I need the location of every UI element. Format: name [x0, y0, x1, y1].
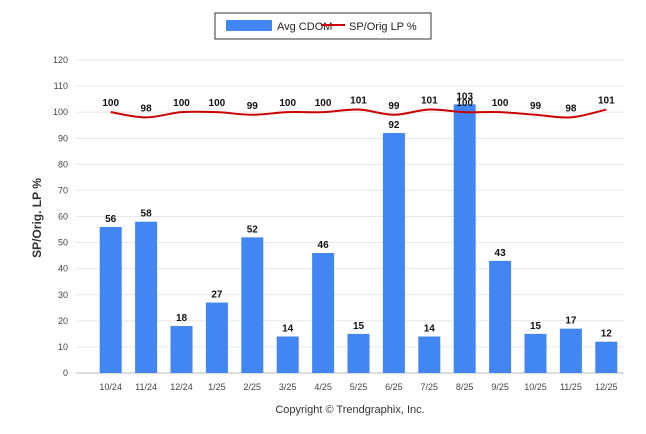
y-tick-label: 80: [58, 159, 68, 169]
bar: [241, 237, 264, 373]
x-tick-label: 12/25: [595, 382, 618, 392]
bar-data-label: 17: [565, 316, 577, 327]
line-data-label: 98: [565, 103, 577, 114]
bar: [382, 133, 405, 373]
bar-series: [99, 104, 618, 373]
line-data-label: 99: [388, 101, 400, 112]
y-tick-label: 20: [58, 316, 68, 326]
bar: [276, 336, 299, 373]
y-tick-label: 0: [63, 368, 68, 378]
bar-data-label: 15: [353, 321, 365, 332]
line-data-label: 98: [141, 103, 153, 114]
bar-data-label: 14: [282, 323, 294, 334]
line-data-label: 101: [598, 96, 615, 107]
y-tick-label: 110: [54, 81, 68, 91]
line-data-label: 100: [456, 98, 473, 109]
bar-data-label: 14: [424, 323, 436, 334]
x-axis-ticks: 10/24 11/24 12/24 1/25 2/25 3/25 4/25 5/25 6/25 7…: [99, 382, 617, 392]
y-tick-label: 50: [58, 238, 68, 248]
bar: [135, 221, 158, 373]
legend-bar-swatch: [226, 20, 272, 31]
line-data-label: 100: [315, 98, 332, 109]
line-data-label: 101: [350, 96, 367, 107]
x-tick-label: 9/25: [491, 382, 509, 392]
line-data-label: 100: [279, 98, 296, 109]
x-tick-label: 6/25: [385, 382, 403, 392]
bar-data-label: 12: [601, 329, 613, 340]
legend[interactable]: Avg CDOM SP/Orig LP %: [214, 12, 432, 40]
y-tick-label: 90: [58, 133, 68, 143]
bar: [99, 226, 122, 373]
x-tick-label: 3/25: [279, 382, 297, 392]
bar-data-label: 15: [530, 321, 542, 332]
y-tick-label: 120: [53, 55, 68, 65]
bar-data-label: 27: [211, 290, 223, 301]
bar-data-label: 58: [141, 209, 153, 220]
line-data-label: 100: [173, 98, 190, 109]
bar: [559, 328, 582, 373]
x-tick-label: 4/25: [314, 382, 332, 392]
bar: [312, 253, 335, 373]
line-data-label: 100: [209, 98, 226, 109]
x-tick-label: 8/25: [456, 382, 474, 392]
bar-data-labels: 56 58 18 27 52 14 46 15 92 14 103 43 15 17 12: [105, 91, 612, 339]
line-data-label: 99: [247, 101, 259, 112]
bar-data-label: 43: [495, 248, 507, 259]
x-tick-label: 2/25: [244, 382, 262, 392]
x-tick-label: 5/25: [350, 382, 368, 392]
line-series: [110, 108, 607, 119]
y-tick-label: 100: [53, 107, 68, 117]
y-axis-label: SP/Orig. LP %: [30, 178, 44, 258]
copyright-credit: Copyright © Trendgraphix, Inc.: [275, 404, 424, 416]
y-tick-label: 30: [58, 290, 68, 300]
bar-data-label: 46: [318, 240, 330, 251]
bar-data-label: 103: [456, 91, 473, 102]
bar: [595, 341, 618, 373]
y-tick-label: 10: [58, 342, 68, 352]
x-tick-label: 10/25: [524, 382, 547, 392]
grid-lines: [76, 59, 624, 374]
x-tick-label: 1/25: [208, 382, 226, 392]
x-tick-label: 11/24: [135, 382, 157, 392]
x-tick-label: 7/25: [421, 382, 439, 392]
bar: [418, 336, 441, 373]
line-data-labels: 100 98 100 100 99 100 100 101 99 101 100 100 99 98 101: [102, 96, 615, 115]
x-tick-label: 11/25: [560, 382, 582, 392]
y-tick-label: 60: [58, 212, 68, 222]
line-data-label: 99: [530, 101, 542, 112]
legend-line-label: SP/Orig LP %: [349, 21, 417, 33]
x-tick-label: 10/24: [99, 382, 122, 392]
line-data-label: 100: [102, 98, 119, 109]
bar: [170, 326, 193, 373]
bar-data-label: 92: [388, 120, 400, 131]
bar: [453, 104, 476, 373]
y-tick-label: 40: [58, 264, 68, 274]
legend-bar-label: Avg CDOM: [277, 21, 332, 33]
bar-data-label: 56: [105, 214, 117, 225]
y-axis-ticks: 0 10 20 30 40 50 60 70 80 90 100 110 120: [53, 55, 68, 378]
bar: [347, 333, 370, 373]
line-series-path: [110, 108, 607, 119]
bar: [489, 260, 512, 373]
y-tick-label: 70: [58, 185, 68, 195]
bar-data-label: 18: [176, 313, 188, 324]
line-data-label: 100: [492, 98, 509, 109]
bar-data-label: 52: [247, 224, 259, 235]
bar: [524, 333, 547, 373]
line-data-label: 101: [421, 96, 438, 107]
x-tick-label: 12/24: [170, 382, 193, 392]
bar: [205, 302, 228, 373]
